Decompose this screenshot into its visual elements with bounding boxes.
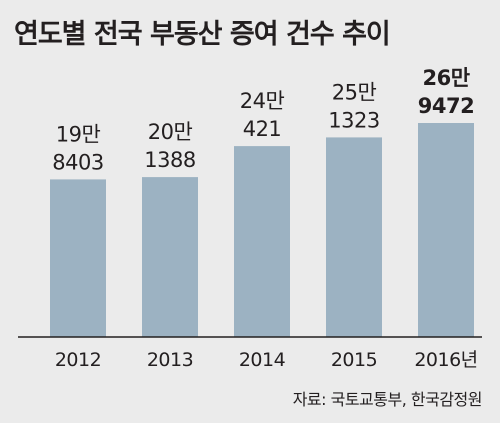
data-label-2012-line1: 19만	[56, 122, 101, 146]
bar-2014	[234, 146, 290, 337]
data-label-2016년-line2: 9472	[418, 94, 474, 118]
data-label-2013-line2: 1388	[144, 148, 195, 172]
chart-title: 연도별 전국 부동산 증여 건수 추이	[14, 19, 391, 50]
x-tick-label-2014: 2014	[239, 349, 286, 371]
x-tick-label-2013: 2013	[147, 349, 193, 371]
x-tick-label-2016년: 2016년	[414, 349, 477, 371]
bar-2016년	[418, 123, 474, 337]
data-label-2016년-line1: 26만	[422, 66, 469, 90]
data-label-2013-line1: 20만	[148, 120, 193, 144]
bar-2015	[326, 137, 382, 337]
x-tick-label-2012: 2012	[55, 349, 101, 371]
bar-2013	[142, 177, 198, 337]
x-tick-label-2015: 2015	[331, 349, 377, 371]
data-label-2014-line2: 421	[243, 117, 282, 141]
data-label-2015-line1: 25만	[332, 80, 377, 104]
data-label-2014-line1: 24만	[240, 89, 285, 113]
bar-2012	[50, 179, 106, 337]
data-label-2015-line2: 1323	[328, 108, 379, 132]
source-note: 자료: 국토교통부, 한국감정원	[292, 390, 483, 409]
data-label-2012-line2: 8403	[52, 150, 103, 174]
